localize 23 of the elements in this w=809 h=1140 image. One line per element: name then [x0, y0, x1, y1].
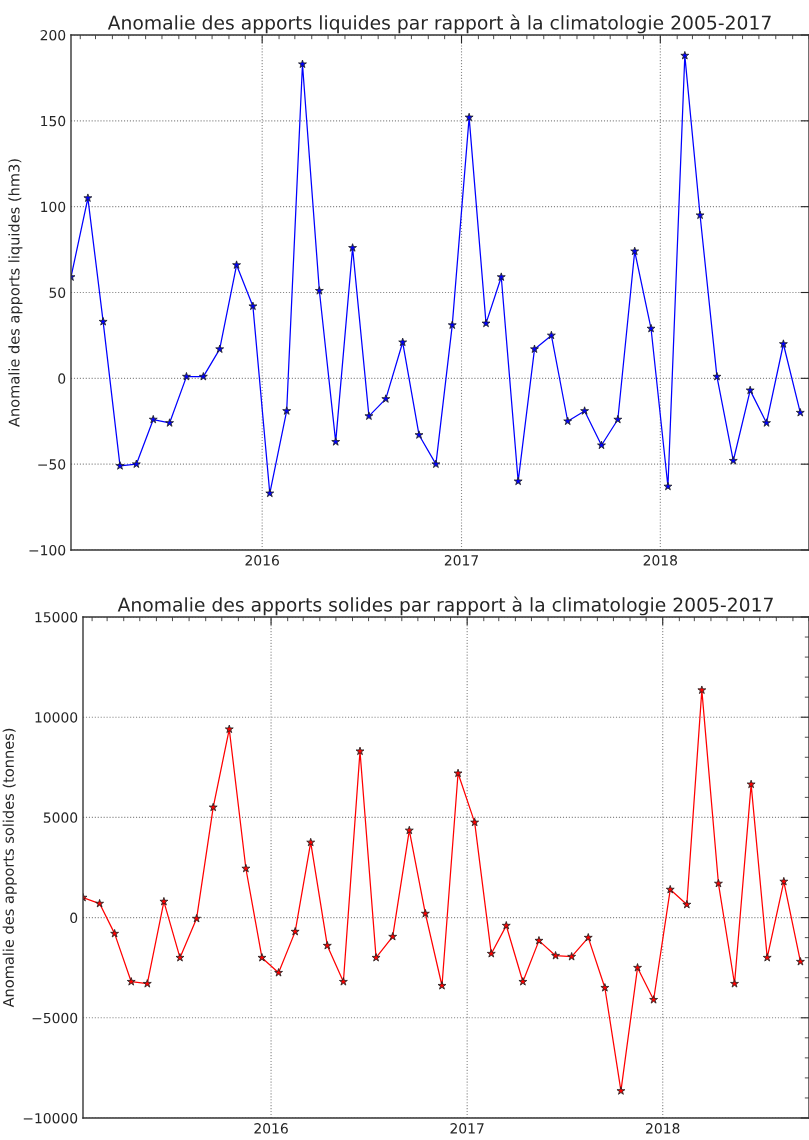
y-tick-label: 150: [41, 115, 66, 127]
y-tick-label: 15000: [35, 611, 78, 623]
y-tick-label: 5000: [43, 812, 78, 823]
y-tick-label: −100: [29, 544, 66, 556]
x-tick-label: 2017: [450, 1123, 484, 1134]
y-tick-label: 0: [70, 912, 78, 924]
x-tick-label: 2016: [254, 1123, 288, 1134]
x-tick-label: 2018: [643, 555, 678, 566]
y-tick-label: 100: [41, 201, 66, 213]
x-tick-label: 2018: [646, 1123, 680, 1134]
y-axis-title: Anomalie des apports solides (tonnes): [2, 728, 17, 1008]
x-tick-label: 2017: [444, 555, 478, 566]
y-tick-label: −50: [38, 459, 66, 470]
chart-title: Anomalie des apports liquides par rapport à la climatologie 2005-2017: [107, 14, 771, 34]
y-axis-title: Anomalie des apports liquides (hm3): [8, 159, 23, 427]
y-tick-label: 50: [49, 287, 66, 298]
y-tick-label: 200: [40, 29, 66, 41]
y-tick-label: −10000: [23, 1112, 78, 1124]
y-tick-label: 0: [58, 373, 66, 384]
y-tick-label: −5000: [32, 1012, 78, 1024]
x-tick-label: 2016: [245, 555, 279, 566]
chart-title: Anomalie des apports solides par rapport à la climatologie 2005-2017: [117, 596, 773, 616]
y-tick-label: 10000: [35, 712, 78, 723]
